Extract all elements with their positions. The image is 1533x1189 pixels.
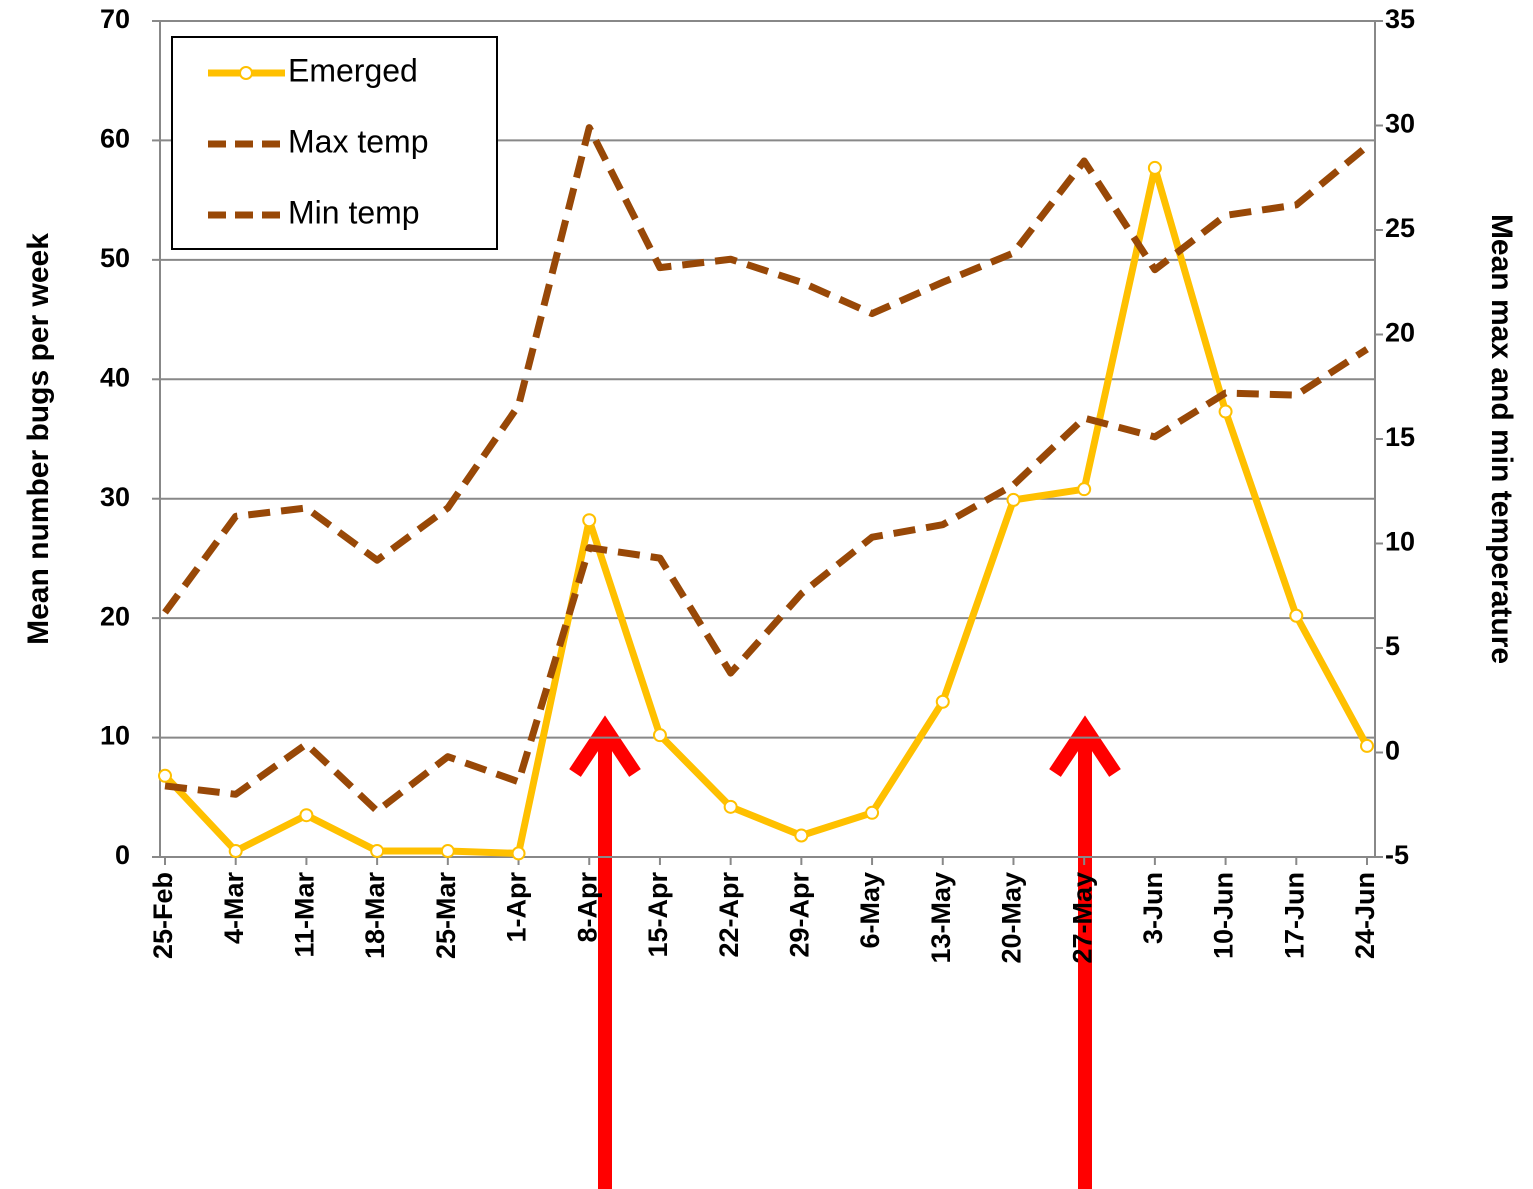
y-tick-label: 20 — [100, 601, 130, 631]
point — [228, 844, 243, 859]
point — [1077, 482, 1092, 497]
point — [723, 799, 738, 814]
point — [158, 768, 172, 783]
x-tick-label: 22-Apr — [714, 872, 744, 958]
series-line — [162, 124, 1370, 615]
x-tick-label: 3-Jun — [1138, 872, 1168, 944]
y-tick-label: 30 — [100, 482, 130, 512]
point — [511, 846, 526, 861]
x-tick-label: 24-Jun — [1350, 872, 1380, 959]
x-tick-label: 13-May — [926, 872, 956, 964]
y2-tick-label: 20 — [1385, 318, 1415, 348]
y2-tick-label: 30 — [1385, 109, 1415, 139]
point — [1360, 738, 1374, 753]
annotation-arrows — [569, 715, 1121, 1189]
point — [935, 694, 950, 709]
series-line — [162, 164, 1371, 857]
y2-tick-label: 0 — [1385, 736, 1400, 766]
arrow-head — [1049, 715, 1121, 777]
point — [582, 513, 597, 528]
y-tick-label: 40 — [100, 362, 130, 392]
y-tick-label: 0 — [115, 840, 130, 870]
legend-label: Max temp — [288, 123, 428, 159]
x-tick-label: 27-May — [1067, 872, 1097, 964]
x-tick-label: 10-Jun — [1209, 872, 1239, 959]
y2-tick-label: 35 — [1385, 4, 1415, 34]
y2-tick-label: 5 — [1385, 631, 1400, 661]
x-tick-label: 11-Mar — [290, 872, 320, 958]
x-tick-label: 20-May — [997, 872, 1027, 964]
point — [370, 844, 385, 859]
x-tick-label: 18-Mar — [360, 872, 390, 960]
x-tick-label: 8-Apr — [572, 872, 602, 943]
y-tick-label: 70 — [100, 4, 130, 34]
y-axis-label: Mean number bugs per week — [22, 233, 55, 645]
x-tick-label: 1-Apr — [502, 872, 532, 943]
point — [299, 808, 314, 823]
point — [1147, 160, 1162, 175]
x-tick-label: 25-Mar — [431, 872, 461, 960]
point — [652, 728, 667, 743]
y2-tick-label: -5 — [1385, 840, 1409, 870]
y2-tick-label: 25 — [1385, 213, 1415, 243]
y2-axis-label: Mean max and min temperature — [1485, 214, 1518, 664]
arrow-head — [569, 715, 641, 777]
point — [1289, 608, 1304, 623]
y-tick-label: 60 — [100, 124, 130, 154]
x-tick-label: 15-Apr — [643, 872, 673, 958]
y2-tick-label: 10 — [1385, 527, 1415, 557]
x-tick-label: 6-May — [855, 872, 885, 949]
y-tick-label: 10 — [100, 721, 130, 751]
legend-label: Min temp — [288, 194, 420, 230]
x-tick-label: 17-Jun — [1279, 872, 1309, 959]
point — [1006, 492, 1021, 507]
x-tick-label: 29-Apr — [784, 872, 814, 958]
x-tick-label: 25-Feb — [148, 872, 178, 959]
point — [440, 844, 455, 859]
legend-marker — [239, 66, 253, 80]
point — [1218, 404, 1233, 419]
series-line — [164, 346, 1369, 815]
x-tick-label: 4-Mar — [219, 872, 249, 945]
y-tick-label: 50 — [100, 243, 130, 273]
point — [865, 805, 880, 820]
legend-label: Emerged — [288, 52, 418, 88]
y2-tick-label: 15 — [1385, 422, 1415, 452]
point — [794, 828, 809, 843]
